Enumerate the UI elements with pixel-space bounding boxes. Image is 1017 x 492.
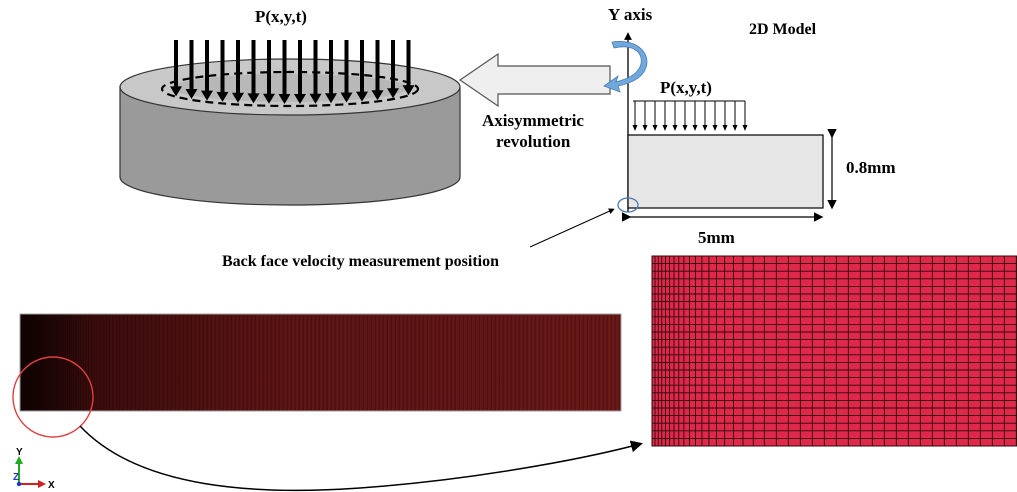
measurement-pointer: [529, 208, 615, 248]
model-load-arrowhead: [632, 125, 638, 131]
cylinder-side: [119, 86, 461, 206]
y-axis-label: Y axis: [608, 5, 653, 24]
disk-load-arrowhead: [340, 92, 353, 103]
mesh-strip-lines: [20, 315, 620, 410]
mesh-strip: [19, 313, 622, 412]
model-load-arrowhead: [682, 125, 688, 131]
triad-x-label: X: [48, 480, 55, 491]
2d-model-plate: [627, 134, 824, 209]
disk-load-arrowhead: [278, 93, 291, 104]
disk-load-arrowhead: [309, 93, 322, 104]
triad-y-head: [15, 456, 23, 464]
mesh-zoom-panel: [651, 255, 1017, 447]
thickness-label: 0.8mm: [846, 158, 896, 177]
disk-load-arrowhead: [232, 92, 244, 103]
disk-load-arrowhead: [170, 86, 182, 97]
triad-x-head: [38, 480, 46, 488]
model-load-arrowhead: [692, 125, 698, 131]
disk-load-arrowhead: [216, 91, 229, 102]
measurement-label: Back face velocity measurement position: [222, 253, 499, 270]
model-load-arrowhead: [732, 125, 738, 131]
width-label: 5mm: [698, 228, 735, 247]
zoom-highlight-circle: [12, 356, 94, 438]
triad-z-label: Z: [13, 472, 19, 483]
zoom-connector-arrow: [79, 425, 643, 492]
disk-load-arrowhead: [402, 85, 415, 96]
measurement-position-marker: [617, 197, 639, 213]
model-load-arrowhead: [722, 125, 728, 131]
triad-z-origin: [16, 481, 22, 487]
model-load-arrowhead: [642, 125, 648, 131]
disk-load-arrowhead: [387, 88, 399, 99]
disk-load-arrowhead: [325, 93, 337, 104]
model-load-arrowhead: [702, 125, 708, 131]
load-area-dashed-outline: [160, 70, 420, 108]
model-load-arrowhead: [712, 125, 718, 131]
mesh-overview: [19, 313, 622, 412]
mesh-zoom-grid: [651, 255, 1017, 446]
revolution-label-line1: Axisymmetric: [482, 111, 584, 130]
revolution-label-line2: revolution: [496, 132, 571, 151]
disk-load-arrowhead: [356, 91, 368, 102]
model-load-arrows: [632, 101, 748, 131]
axis-triad: Y Z X: [13, 447, 55, 491]
revolution-block-arrow: [458, 52, 611, 108]
model-load-arrowhead: [662, 125, 668, 131]
mesh-zoom-detail: [651, 255, 1017, 447]
triad-y-label: Y: [16, 447, 23, 458]
disk-load-arrowhead: [294, 93, 306, 104]
disk-load-arrowhead: [247, 93, 260, 104]
rotation-arrow: [603, 41, 648, 93]
disk-load-arrowhead: [371, 90, 384, 101]
disk-load-arrows: [170, 40, 415, 104]
model-load-arrowhead: [652, 125, 658, 131]
disk-load-arrowhead: [263, 93, 275, 104]
disk-load-arrowhead: [185, 88, 198, 99]
load-label-top: P(x,y,t): [255, 7, 307, 26]
disk-load-arrowhead: [201, 90, 213, 101]
model-load-arrowhead: [742, 125, 748, 131]
model-title: 2D Model: [749, 21, 817, 38]
load-label-model: P(x,y,t): [660, 78, 712, 97]
model-load-arrowhead: [672, 125, 678, 131]
